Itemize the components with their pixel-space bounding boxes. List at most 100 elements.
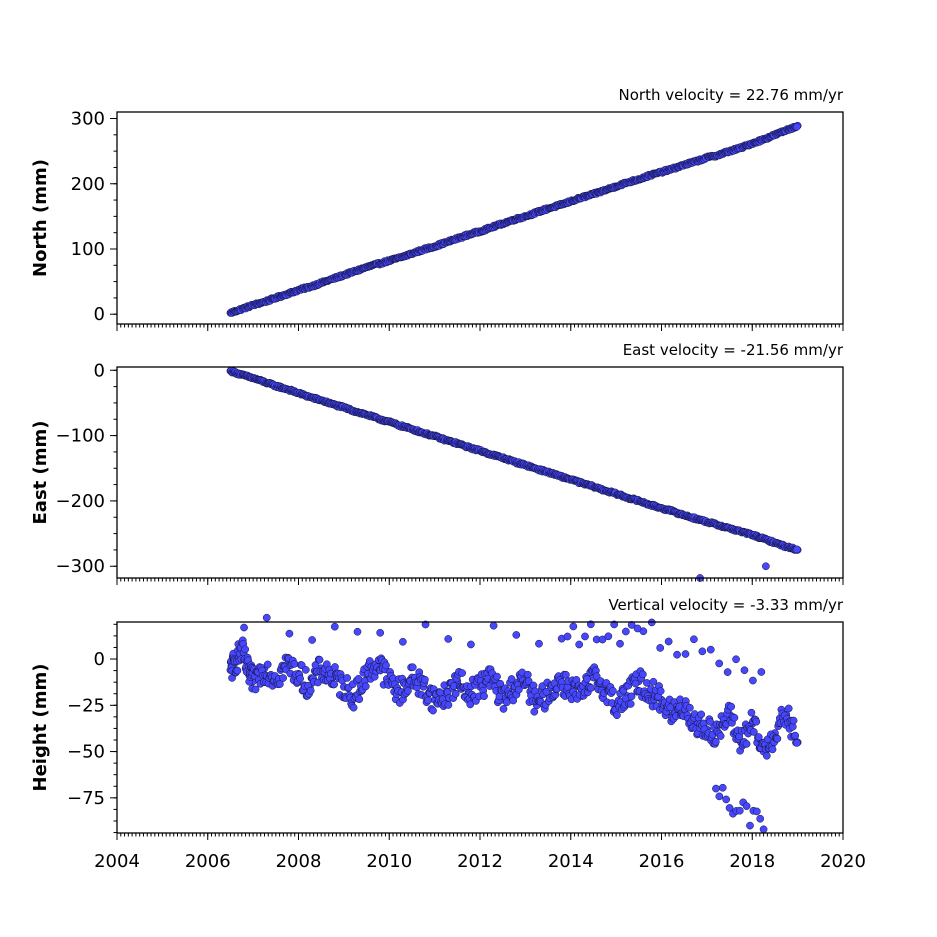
height-data-point	[681, 650, 690, 658]
height-data-point	[789, 716, 798, 725]
height-data-point	[656, 644, 665, 652]
height-data-point	[354, 675, 363, 683]
height-data-point	[622, 627, 630, 636]
height-x-tick-label: 2012	[457, 851, 503, 872]
height-x-tick-label: 2004	[94, 851, 140, 872]
height-data-point	[353, 627, 362, 636]
height-data-point	[499, 705, 508, 713]
east-y-axis-label: East (mm)	[30, 421, 51, 525]
height-data-point	[263, 660, 272, 669]
height-x-tick-label: 2008	[276, 851, 322, 872]
north-y-axis-label: North (mm)	[30, 159, 51, 277]
height-data-point	[656, 687, 665, 695]
height-data-point	[747, 708, 756, 717]
height-data-point	[752, 717, 761, 726]
height-data-point	[616, 639, 624, 648]
height-data-point	[718, 783, 727, 792]
height-data-point	[715, 792, 724, 801]
height-data-point	[355, 695, 364, 704]
height-data-point	[535, 639, 543, 648]
height-data-point	[639, 670, 647, 679]
height-data-point	[493, 672, 501, 681]
height-data-point	[742, 802, 751, 810]
height-data-point	[722, 795, 731, 804]
north-y-tick-label: 100	[71, 239, 105, 260]
height-data-point	[569, 622, 578, 631]
height-data-point	[754, 733, 763, 741]
height-data-point	[750, 728, 758, 736]
height-x-tick-label: 2016	[639, 851, 685, 872]
height-data-point	[627, 692, 636, 701]
height-data-point	[343, 674, 351, 682]
height-data-point	[627, 621, 636, 629]
height-x-tick-label: 2018	[729, 851, 775, 872]
east-panel: East velocity = -21.56 mm/yr East (mm) 0 −1…	[30, 341, 844, 585]
height-data-point	[523, 670, 532, 679]
height-data-point	[715, 659, 724, 668]
height-data-point	[279, 674, 287, 682]
height-panel-title: Vertical velocity = -3.33 mm/yr	[608, 596, 843, 614]
height-y-tick-label: −25	[67, 695, 105, 716]
height-data-point	[740, 666, 749, 675]
height-data-point	[262, 613, 271, 622]
height-data-point	[509, 696, 518, 705]
height-data-point	[762, 751, 771, 760]
height-data-point	[563, 632, 572, 641]
east-data-point	[792, 545, 801, 554]
height-data-point	[315, 655, 324, 664]
east-y-tick-label: −100	[56, 426, 105, 447]
height-data-point	[233, 666, 242, 675]
height-data-point	[306, 686, 315, 695]
height-data-point	[725, 804, 734, 812]
height-data-point	[421, 675, 429, 684]
height-data-point	[746, 821, 754, 830]
height-data-point	[424, 696, 432, 705]
east-series	[226, 366, 802, 582]
height-data-point	[759, 825, 768, 834]
height-data-point	[757, 668, 766, 676]
height-data-point	[633, 624, 642, 633]
height-data-point	[698, 647, 707, 656]
height-data-point	[575, 640, 584, 649]
north-data-point	[792, 122, 801, 131]
height-data-point	[308, 636, 316, 644]
height-data-point	[458, 669, 467, 677]
height-data-point	[421, 620, 430, 629]
north-y-tick-label: 0	[94, 304, 105, 325]
height-data-point	[735, 806, 744, 815]
height-data-point	[349, 703, 358, 712]
height-data-point	[330, 680, 338, 689]
height-data-point	[301, 666, 310, 674]
height-data-point	[749, 676, 757, 685]
height-data-point	[706, 645, 715, 654]
north-y-tick-label: 300	[71, 109, 105, 130]
height-data-point	[587, 684, 595, 692]
height-data-point	[436, 688, 445, 697]
height-data-point	[530, 707, 539, 716]
height-data-point	[480, 692, 488, 701]
east-y-tick-label: −300	[56, 556, 105, 577]
height-data-point	[604, 632, 613, 641]
height-panel: Vertical velocity = -3.33 mm/yr Height (m…	[30, 596, 866, 872]
height-data-point	[399, 637, 407, 646]
height-data-point	[626, 700, 635, 708]
north-axes-frame	[116, 111, 844, 325]
height-data-point	[376, 628, 385, 637]
height-data-point	[756, 814, 765, 823]
east-panel-title: East velocity = -21.56 mm/yr	[623, 341, 844, 359]
height-data-point	[706, 717, 714, 726]
height-series	[226, 613, 802, 834]
height-data-point	[732, 655, 740, 664]
east-data-point	[762, 562, 770, 571]
height-data-point	[524, 677, 533, 685]
height-data-point	[716, 732, 725, 740]
height-data-point	[773, 734, 782, 743]
north-series	[226, 121, 802, 317]
height-x-tick-label: 2010	[366, 851, 412, 872]
height-x-tick-label: 2014	[548, 851, 594, 872]
height-data-point	[404, 687, 412, 695]
height-data-point	[330, 622, 339, 631]
height-data-point	[631, 679, 640, 688]
height-data-point	[290, 659, 299, 668]
